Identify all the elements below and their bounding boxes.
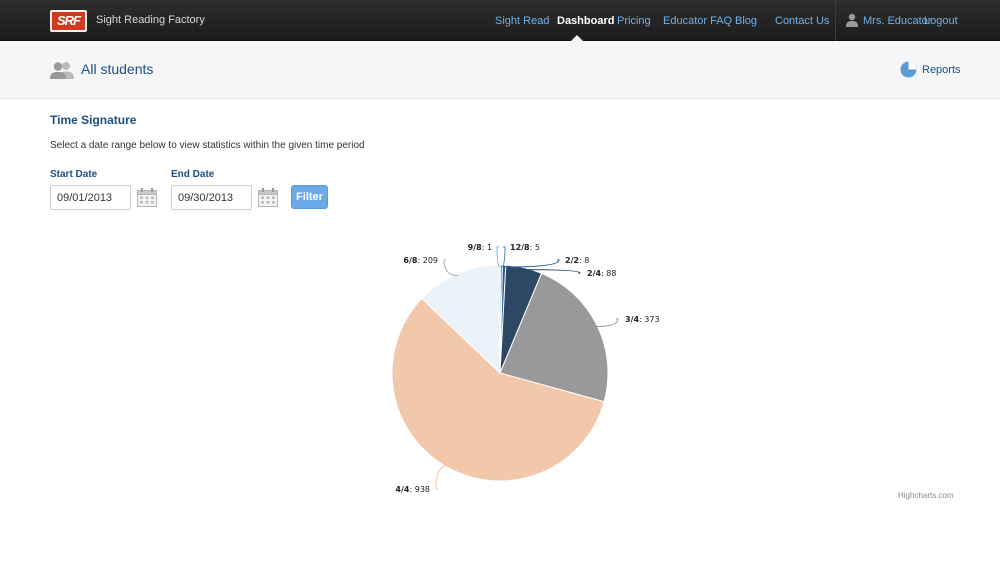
pie-chart-icon[interactable] [900, 61, 917, 78]
pie-connector-3-4 [595, 318, 619, 328]
page-subheader: All students Reports [0, 41, 1000, 99]
nav-divider [835, 0, 836, 41]
nav-contact-us[interactable]: Contact Us [775, 15, 830, 27]
pie-connector-4-4 [435, 464, 448, 490]
reports-link[interactable]: Reports [922, 64, 961, 76]
brand-name[interactable]: Sight Reading Factory [96, 14, 205, 26]
pie-label-4-4: 4/4: 938 [395, 485, 430, 494]
pie-label-2-4: 2/4: 88 [587, 269, 616, 278]
pie-connector-2-2 [504, 259, 560, 268]
nav-blog[interactable]: Blog [735, 15, 758, 27]
srf-logo[interactable]: SRF [50, 10, 87, 32]
start-date-label: Start Date [50, 169, 98, 180]
top-navbar: SRF Sight Reading Factory Sight Read Das… [0, 0, 1000, 41]
logout-link[interactable]: Logout [924, 15, 958, 27]
nav-dashboard[interactable]: Dashboard [557, 15, 615, 27]
active-nav-caret [571, 35, 583, 41]
page-title: All students [81, 61, 154, 77]
pie-slice-3-4[interactable] [499, 272, 609, 403]
pie-slice-4-4[interactable] [391, 297, 605, 482]
start-calendar-icon[interactable] [137, 188, 157, 207]
pie-connector-2-4 [523, 269, 581, 274]
nav-pricing[interactable]: Pricing [617, 15, 651, 27]
section-title: Time Signature [50, 113, 137, 127]
highcharts-credits[interactable]: Highcharts.com [898, 491, 954, 500]
pie-connector-12-8 [501, 246, 506, 268]
pie-label-6-8: 6/8: 209 [403, 256, 438, 265]
pie-label-3-4: 3/4: 373 [625, 315, 660, 324]
user-icon [846, 13, 858, 27]
pie-connector-6-8 [443, 259, 459, 277]
pie-label-2-2: 2/2: 8 [565, 256, 589, 265]
filter-button[interactable]: Filter [291, 185, 328, 209]
user-name-link[interactable]: Mrs. Educator [863, 15, 932, 27]
nav-educator-faq[interactable]: Educator FAQ [663, 15, 733, 27]
instructions-text: Select a date range below to view statis… [50, 140, 365, 151]
pie-label-12-8: 12/8: 5 [510, 243, 540, 252]
students-icon [50, 62, 74, 79]
end-calendar-icon[interactable] [258, 188, 278, 207]
start-date-input[interactable] [50, 185, 131, 210]
end-date-label: End Date [171, 169, 215, 180]
end-date-input[interactable] [171, 185, 252, 210]
nav-sight-read[interactable]: Sight Read [495, 15, 550, 27]
pie-connector-9-8 [496, 246, 501, 268]
pie-label-9-8: 9/8: 1 [468, 243, 492, 252]
pie-slice-6-8[interactable] [421, 264, 501, 375]
